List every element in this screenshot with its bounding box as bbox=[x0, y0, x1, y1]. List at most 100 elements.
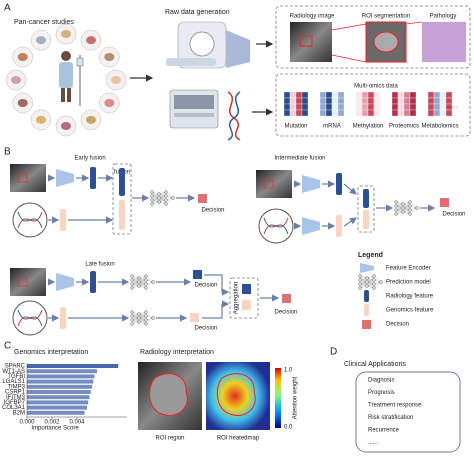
application-item: Treatment response bbox=[368, 403, 422, 409]
net-node bbox=[144, 322, 148, 326]
legend-icon bbox=[360, 263, 374, 273]
fusion-box bbox=[357, 185, 375, 233]
fusion-box bbox=[112, 163, 132, 235]
ct-thumbnail bbox=[10, 268, 46, 296]
bar bbox=[27, 374, 95, 379]
heatmap-cell bbox=[391, 109, 399, 117]
heatmap-cell bbox=[439, 109, 447, 117]
net-node bbox=[372, 286, 376, 290]
net-node bbox=[137, 276, 141, 280]
net-node bbox=[164, 202, 168, 206]
x-tick-label: 0.000 bbox=[19, 420, 35, 426]
net-node bbox=[150, 194, 154, 198]
roi-box bbox=[299, 35, 313, 47]
net-node bbox=[157, 200, 161, 204]
feature-encoder bbox=[302, 175, 320, 193]
heatmap-cell bbox=[391, 97, 399, 105]
image-label: Radiology image bbox=[290, 14, 335, 20]
heatmap-cell bbox=[325, 109, 333, 117]
net-node bbox=[157, 196, 161, 200]
bar bbox=[27, 384, 92, 389]
net-node bbox=[394, 200, 398, 204]
heatmap-cell bbox=[289, 103, 297, 111]
heatmap-cell bbox=[289, 109, 297, 117]
heatmap-cell bbox=[439, 91, 447, 99]
y-tick-label: TIMP3 bbox=[7, 384, 25, 390]
colorbar-label: 1.0 bbox=[284, 368, 293, 374]
section-title: Multi-omics data bbox=[354, 84, 398, 90]
ellipsis: ...... bbox=[447, 104, 457, 110]
omics-label: Methylation bbox=[353, 124, 384, 130]
net-node bbox=[408, 204, 412, 208]
y-tick-label: IFITM3 bbox=[6, 395, 26, 401]
sequencer bbox=[169, 89, 219, 129]
section-title: Raw data generation bbox=[165, 9, 230, 16]
heatmap-cell bbox=[367, 103, 375, 111]
patient-icon bbox=[59, 51, 84, 106]
decision-box bbox=[190, 313, 199, 322]
net-edge bbox=[158, 191, 167, 203]
heatmap-cell bbox=[289, 91, 297, 99]
net-node bbox=[164, 194, 168, 198]
feature-bar bbox=[90, 167, 96, 189]
organ-shape bbox=[17, 53, 28, 61]
legend-title: Legend bbox=[358, 252, 383, 259]
heatmap-cell bbox=[445, 109, 453, 117]
net-node bbox=[144, 278, 148, 282]
organ-shape bbox=[61, 122, 71, 130]
heatmap-cell bbox=[397, 103, 405, 111]
organ-ring bbox=[5, 23, 127, 137]
decision-box bbox=[198, 194, 207, 203]
heatmap-cell bbox=[301, 97, 309, 105]
application-item: ...... bbox=[368, 440, 378, 446]
roi-box bbox=[263, 179, 274, 189]
heatmap-cell bbox=[319, 109, 327, 117]
dna-strand bbox=[17, 211, 43, 229]
heatmap-cell bbox=[319, 103, 327, 111]
net-edge bbox=[138, 311, 147, 323]
heatmap-cell bbox=[295, 109, 303, 117]
heatmap-cell bbox=[319, 91, 327, 99]
roi-box bbox=[17, 277, 28, 287]
heatmap-cell bbox=[301, 103, 309, 111]
chart-title: Genomics interpretation bbox=[14, 349, 88, 356]
heatmap-cell bbox=[445, 91, 453, 99]
heatmap-cell bbox=[391, 91, 399, 99]
heatmap-cell bbox=[337, 103, 345, 111]
heatmap-cell bbox=[373, 103, 381, 111]
omics-label: Metabolomics bbox=[421, 124, 458, 130]
heatmap-cell bbox=[367, 97, 375, 105]
section-title: Clinical Applications bbox=[344, 361, 406, 368]
heatmap-cell bbox=[361, 109, 369, 117]
organ-shape bbox=[11, 76, 21, 84]
net-node bbox=[137, 280, 141, 284]
net-edge bbox=[366, 275, 375, 287]
net-node bbox=[144, 274, 148, 278]
decision-label: Decision bbox=[194, 326, 217, 332]
feature-bar bbox=[90, 271, 96, 293]
feature-bar bbox=[336, 173, 342, 195]
y-tick-label: COL3A1 bbox=[2, 405, 26, 411]
heatmap-cell bbox=[427, 109, 435, 117]
heatmap-cell bbox=[331, 97, 339, 105]
heatmap-cell bbox=[331, 109, 339, 117]
aggregation-label: Aggregation bbox=[234, 282, 240, 314]
net-node bbox=[144, 282, 148, 286]
legend-icon bbox=[364, 304, 369, 316]
heatmap-cell bbox=[433, 91, 441, 99]
heatmap-cell bbox=[301, 109, 309, 117]
net-node bbox=[144, 318, 148, 322]
net-node bbox=[144, 314, 148, 318]
feature-bar bbox=[119, 168, 125, 196]
y-tick-label: IGFBP7 bbox=[4, 400, 26, 406]
organ-shape bbox=[111, 76, 121, 84]
dna-strand bbox=[17, 309, 43, 327]
ct-thumbnail bbox=[10, 164, 46, 192]
bar bbox=[27, 395, 90, 400]
image-label: ROI segmentation bbox=[362, 14, 410, 20]
heatmap-cell bbox=[433, 103, 441, 111]
applications-box bbox=[355, 371, 461, 453]
feature-bar bbox=[363, 210, 369, 229]
applications-list: Diagnosis Prognosis Treatment response Risk… bbox=[368, 378, 422, 447]
